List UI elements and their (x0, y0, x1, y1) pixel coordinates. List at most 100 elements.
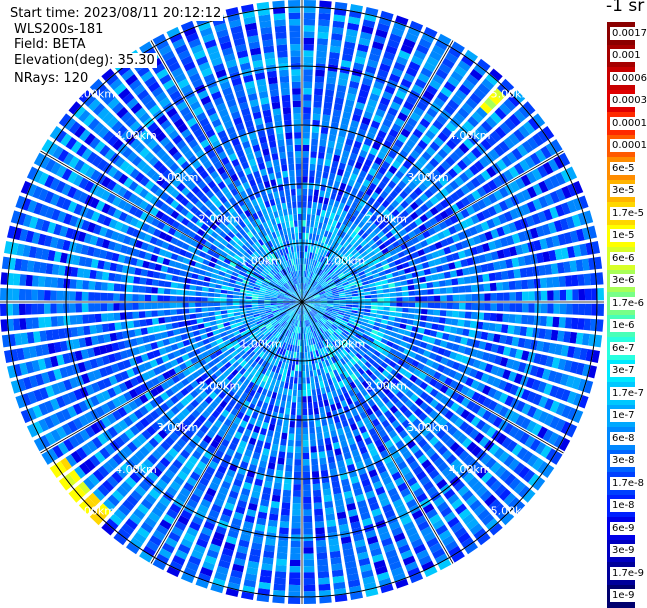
ray-gate-cell (228, 317, 235, 321)
ray-gate-cell (303, 421, 308, 427)
ray-gate-cell (285, 471, 292, 478)
ray-gate-cell (134, 268, 141, 276)
ray-gate-cell (303, 491, 311, 498)
ray-gate-cell (165, 274, 172, 281)
ray-gate-cell (387, 278, 394, 283)
ray-gate-cell (424, 329, 431, 336)
ray-gate-cell (439, 317, 446, 324)
ray-gate-cell (88, 303, 95, 312)
ray-gate-cell (264, 298, 270, 300)
ray-gate-cell (395, 287, 402, 292)
ray-gate-cell (303, 447, 309, 453)
ray-gate-cell (278, 451, 285, 458)
ray-gate-cell (311, 139, 318, 146)
ray-gate-cell (418, 270, 425, 276)
ray-gate-cell (364, 288, 371, 292)
ray-gate-cell (596, 272, 603, 284)
ray-gate-cell (267, 390, 273, 397)
ray-gate-cell (151, 287, 158, 293)
ray-gate-cell (303, 88, 312, 95)
ray-gate-cell (458, 277, 465, 284)
ray-gate-cell (402, 286, 409, 291)
ray-gate-cell (291, 541, 301, 548)
ray-gate-cell (305, 239, 308, 246)
ray-gate-cell (304, 597, 316, 604)
ray-gate-cell (596, 319, 603, 331)
ray-gate-cell (503, 292, 510, 300)
ray-gate-cell (340, 304, 346, 306)
ray-gate-cell (114, 313, 121, 321)
ray-gate-cell (322, 425, 328, 432)
ray-gate-cell (407, 319, 414, 325)
ray-gate-cell (365, 299, 371, 302)
ray-gate-cell (329, 424, 336, 431)
ray-gate-cell (310, 227, 314, 234)
ray-gate-cell (300, 340, 302, 346)
ray-gate-cell (32, 304, 39, 315)
ray-gate-cell (309, 427, 315, 434)
ray-gate-cell (445, 318, 452, 325)
ray-gate-cell (472, 303, 479, 310)
ray-gate-cell (297, 346, 299, 352)
ray-gate-cell (77, 326, 84, 336)
ray-gate-cell (425, 322, 432, 328)
ray-gate-cell (364, 312, 371, 316)
ray-gate-cell (202, 312, 209, 317)
ray-gate-cell (434, 303, 440, 309)
ray-gate-cell (305, 352, 308, 358)
ray-gate-cell (408, 308, 415, 313)
ray-gate-cell (191, 273, 198, 279)
ray-gate-cell (559, 317, 566, 328)
ray-gate-cell (298, 390, 302, 396)
ray-gate-cell (25, 289, 32, 300)
ray-gate-cell (325, 507, 334, 514)
ray-gate-cell (597, 288, 604, 300)
ray-gate-cell (528, 291, 535, 300)
ray-gate-cell (258, 300, 264, 302)
ray-gate-cell (315, 82, 324, 89)
ray-gate-cell (294, 465, 301, 472)
ray-gate-cell (314, 241, 318, 248)
ray-gate-cell (453, 303, 460, 309)
ray-gate-cell (292, 509, 301, 516)
ray-gate-cell (76, 303, 83, 312)
ray-gate-cell (205, 327, 212, 333)
ray-gate-cell (220, 306, 227, 310)
ray-gate-cell (189, 297, 195, 302)
ray-gate-cell (302, 258, 304, 264)
ray-gate-cell (203, 317, 210, 322)
ray-gate-cell (482, 322, 489, 330)
ray-gate-cell (215, 311, 222, 315)
ray-gate-cell (304, 32, 315, 39)
ray-gate-cell (370, 313, 377, 317)
ray-gate-cell (227, 295, 234, 298)
ray-gate-cell (426, 316, 433, 322)
ray-gate-cell (152, 318, 159, 325)
ray-gate-cell (462, 268, 469, 276)
ray-gate-cell (371, 302, 377, 305)
ray-gate-cell (553, 290, 560, 300)
ray-gate-cell (326, 83, 335, 90)
ray-gate-cell (384, 303, 390, 307)
ray-gate-cell (450, 327, 457, 334)
ray-gate-cell (302, 333, 304, 339)
ray-gate-cell (440, 288, 447, 294)
ray-gate-cell (352, 294, 359, 297)
ray-gate-cell (281, 375, 286, 382)
ray-gate-cell (327, 299, 333, 301)
ray-gate-cell (217, 324, 224, 329)
ray-gate-cell (223, 322, 230, 327)
ray-gate-cell (277, 546, 288, 553)
ray-gate-cell (471, 285, 478, 292)
ray-gate-cell (51, 316, 58, 327)
ray-gate-cell (214, 303, 220, 307)
ray-gate-cell (116, 332, 124, 341)
ray-gate-cell (215, 289, 222, 293)
ray-gate-cell (346, 294, 353, 297)
ray-gate-cell (327, 450, 334, 457)
ray-gate-cell (208, 312, 215, 317)
ray-gate-cell (313, 228, 317, 235)
ray-gate-cell (370, 310, 377, 314)
ray-gate-cell (546, 277, 553, 288)
ray-gate-cell (229, 320, 236, 325)
